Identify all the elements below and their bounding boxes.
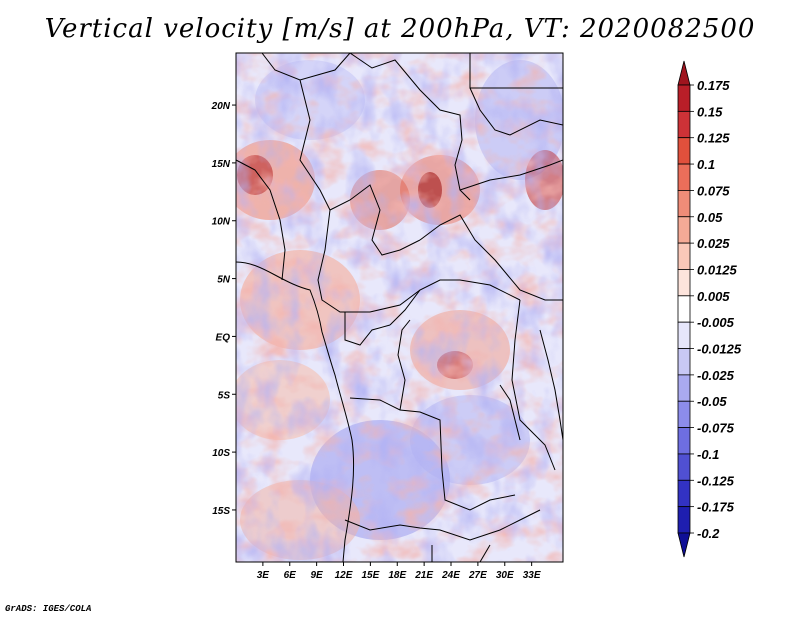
colorbar-label: 0.125 xyxy=(697,131,730,146)
border xyxy=(419,214,563,301)
border xyxy=(317,209,421,313)
colorbar-swatch xyxy=(677,190,691,218)
colorbar-label: -0.025 xyxy=(697,368,735,383)
colorbar-swatch xyxy=(677,321,691,349)
colorbar-swatch xyxy=(677,453,691,481)
colorbar-label: -0.2 xyxy=(697,526,720,541)
lat-tick-label: 5N xyxy=(217,275,231,286)
border xyxy=(349,53,471,201)
colorbar-swatch xyxy=(677,216,691,244)
lon-tick-label: 24E xyxy=(441,570,460,581)
grads-credit: GrADS: IGES/COLA xyxy=(5,604,92,614)
colorbar-label: -0.005 xyxy=(697,315,735,330)
lat-tick-label: 15S xyxy=(212,506,230,517)
border xyxy=(511,299,556,471)
colorbar-label: 0.005 xyxy=(697,289,730,304)
border xyxy=(397,319,411,411)
lon-tick-label: 21E xyxy=(414,570,433,581)
colorbar-label: 0.175 xyxy=(697,78,730,93)
political-borders xyxy=(236,53,563,562)
colorbar-swatch xyxy=(677,374,691,402)
colorbar-label: 0.0125 xyxy=(697,262,738,277)
colorbar-label: 0.1 xyxy=(697,157,715,172)
colorbar-swatch xyxy=(677,163,691,191)
border xyxy=(299,79,331,211)
colorbar-bottom-arrow xyxy=(677,532,691,558)
lon-tick-label: 3E xyxy=(257,570,270,581)
border xyxy=(329,184,421,256)
lat-tick-label: 15N xyxy=(212,159,231,170)
border xyxy=(349,397,516,511)
lon-tick-label: 15E xyxy=(361,570,379,581)
colorbar-swatch xyxy=(677,242,691,270)
lon-tick-label: 33E xyxy=(523,570,541,581)
colorbar-swatch xyxy=(677,84,691,112)
colorbar-label: -0.1 xyxy=(697,447,719,462)
colorbar-label: -0.175 xyxy=(697,500,735,515)
colorbar-label: 0.05 xyxy=(697,210,723,225)
colorbar: 0.175 0.15 0.125 0.1 0.075 0.05 0.025 0.0125 0.0… xyxy=(677,60,742,558)
colorbar-swatch xyxy=(677,269,691,297)
lon-tick-label: 30E xyxy=(496,570,514,581)
colorbar-swatch xyxy=(677,479,691,508)
border xyxy=(389,279,521,326)
colorbar-swatch xyxy=(677,137,691,165)
lon-tick-label: 6E xyxy=(284,570,297,581)
colorbar-top-arrow xyxy=(677,60,691,86)
colorbar-label: -0.125 xyxy=(697,473,735,488)
colorbar-label: 0.15 xyxy=(697,104,723,119)
lat-tick-label: 20N xyxy=(211,101,231,112)
colorbar-label: -0.075 xyxy=(697,421,735,436)
coastline xyxy=(539,329,563,441)
lat-tick-label: EQ xyxy=(216,332,231,343)
border xyxy=(479,544,491,562)
colorbar-swatch xyxy=(677,427,691,455)
latitude-axis: 20N 15N 10N 5N EQ 5S 10S 15S xyxy=(211,101,236,517)
colorbar-label: -0.0125 xyxy=(697,342,742,357)
lon-tick-label: 27E xyxy=(468,570,487,581)
colorbar-swatch xyxy=(677,506,691,534)
velocity-field xyxy=(236,53,563,562)
lat-tick-label: 5S xyxy=(218,390,231,401)
colorbar-label: 0.025 xyxy=(697,236,730,251)
border xyxy=(236,159,286,281)
field-texture xyxy=(236,53,563,562)
border xyxy=(459,159,563,191)
lake-shore xyxy=(499,384,521,441)
map-title: Vertical velocity [m/s] at 200hPa, VT: 2… xyxy=(44,14,756,44)
longitude-axis: 3E 6E 9E 12E 15E 18E 21E 24E 27E 30E 33E xyxy=(257,562,541,581)
colorbar-swatch xyxy=(677,400,691,428)
colorbar-swatch xyxy=(677,348,691,376)
coastline xyxy=(236,261,355,562)
lat-tick-label: 10N xyxy=(212,217,231,228)
lat-tick-label: 10S xyxy=(212,448,230,459)
colorbar-swatch xyxy=(677,110,691,139)
border xyxy=(344,509,541,541)
lon-tick-label: 18E xyxy=(388,570,406,581)
border xyxy=(344,312,391,346)
colorbar-label: 0.075 xyxy=(697,183,730,198)
lon-tick-label: 9E xyxy=(311,570,324,581)
colorbar-swatch xyxy=(677,295,691,323)
map-frame xyxy=(235,52,564,563)
colorbar-label: -0.05 xyxy=(697,394,727,409)
border xyxy=(469,87,563,136)
lon-tick-label: 12E xyxy=(335,570,353,581)
